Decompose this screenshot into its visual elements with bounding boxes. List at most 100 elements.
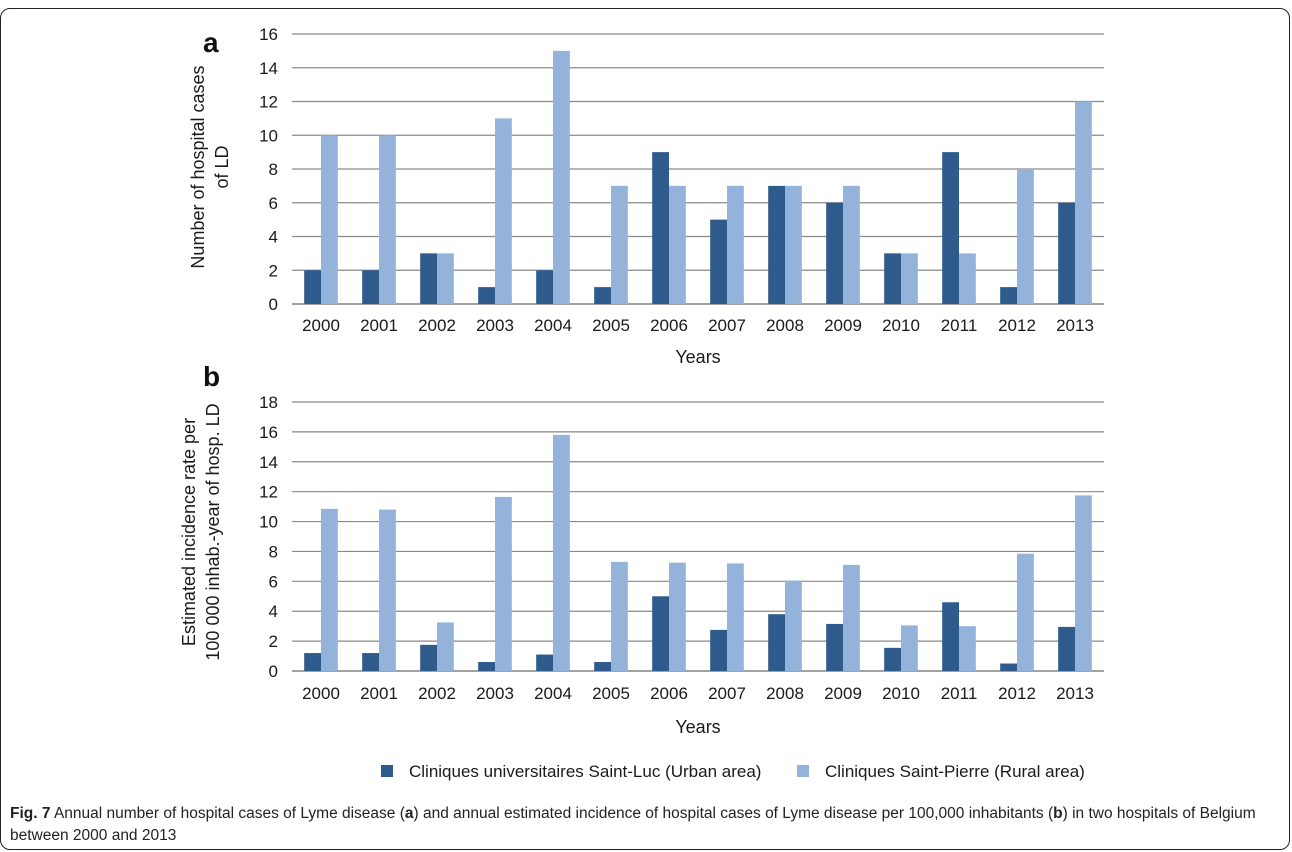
panel-a-bar-rural [321, 135, 338, 304]
panel-b-bar-rural [495, 496, 512, 671]
panel-a-bar-urban [710, 219, 727, 304]
panel-a-x-axis-title: Years [675, 347, 720, 367]
panel-a-bar-urban [420, 253, 437, 304]
panel-a-x-tick-label: 2011 [941, 316, 978, 335]
panel-b-y-axis-title-line: Estimated incidence rate per [179, 418, 199, 646]
panel-a-bar-rural [843, 185, 860, 304]
panel-a-bar-urban [942, 152, 959, 304]
panel-b-bar-rural [1017, 553, 1034, 671]
panel-a-bar-urban [594, 287, 611, 304]
panel-b-y-axis-title-line: 100 000 inhab.-year of hosp. LD [203, 403, 223, 660]
panel-b-bar-rural [321, 508, 338, 671]
panel-a-bar-urban [1058, 202, 1075, 304]
panel-b-x-tick-label: 2002 [418, 684, 456, 703]
panel-b-x-tick-label: 2003 [476, 684, 514, 703]
panel-b-x-tick-label: 2001 [360, 684, 398, 703]
panel-b-bar-rural [553, 434, 570, 671]
panel-b-x-tick-label: 2007 [708, 684, 746, 703]
legend-label-urban: Cliniques universitaires Saint-Luc (Urba… [409, 762, 761, 781]
panel-a-bar-rural [785, 185, 802, 304]
panel-b-x-tick-label: 2008 [766, 684, 804, 703]
panel-a-y-axis-title-line: of LD [212, 145, 232, 188]
panel-b-y-tick-label: 4 [269, 602, 278, 621]
panel-a-bar-urban [478, 287, 495, 304]
caption-label: Fig. 7 [10, 805, 51, 822]
panel-a-x-tick-label: 2007 [708, 316, 746, 335]
panel-b-bar-rural [901, 625, 918, 671]
panel-b-bar-urban [652, 596, 669, 671]
panel-b-bar-rural [379, 509, 396, 671]
panel-b-x-tick-label: 2000 [302, 684, 340, 703]
panel-b-bar-urban [420, 644, 437, 671]
panel-a-bar-rural [611, 185, 628, 304]
panel-a-y-tick-label: 8 [269, 160, 278, 179]
panel-a-bar-rural [495, 118, 512, 304]
panel-a-y-tick-label: 10 [259, 126, 278, 145]
panel-b-bar-urban [826, 623, 843, 671]
panel-a-y-axis-title-line: Number of hospital cases [188, 65, 208, 268]
panel-a-x-tick-label: 2006 [650, 316, 688, 335]
panel-a-label: a [203, 27, 219, 58]
legend-label-rural: Cliniques Saint-Pierre (Rural area) [825, 762, 1085, 781]
panel-b-bar-rural [843, 564, 860, 671]
panel-a-y-tick-label: 14 [259, 59, 278, 78]
panel-a-x-tick-label: 2003 [476, 316, 514, 335]
panel-b-x-tick-label: 2010 [882, 684, 920, 703]
panel-a-bar-urban [1000, 287, 1017, 304]
panel-b-x-axis-title: Years [675, 717, 720, 737]
panel-b-x-tick-label: 2013 [1056, 684, 1094, 703]
panel-b-bar-rural [727, 563, 744, 671]
panel-a-x-tick-label: 2001 [360, 316, 398, 335]
panel-b-y-tick-label: 18 [259, 393, 278, 412]
panel-a-bar-urban [826, 202, 843, 304]
panel-b-x-tick-label: 2005 [592, 684, 630, 703]
panel-b-bar-urban [710, 629, 727, 671]
panel-a-bar-rural [959, 253, 976, 304]
panel-a-x-tick-label: 2013 [1056, 316, 1094, 335]
chart-panel-b: 0 2 4 6 8 10 12 14 16 18 2000 2001 2002 2003 2004 2005 2… [179, 361, 1104, 737]
panel-b-label: b [203, 361, 220, 392]
panel-a-y-tick-label: 6 [269, 194, 278, 213]
panel-a-x-tick-label: 2004 [534, 316, 572, 335]
panel-b-bar-rural [611, 561, 628, 671]
panel-a-bar-rural [553, 50, 570, 304]
panel-a-x-tick-label: 2012 [998, 316, 1036, 335]
panel-b-bar-rural [785, 580, 802, 671]
panel-b-x-tick-label: 2011 [941, 684, 978, 703]
panel-b-y-tick-label: 0 [269, 662, 278, 681]
panel-b-x-tick-label: 2006 [650, 684, 688, 703]
panel-a-bar-rural [379, 135, 396, 304]
panel-a-y-tick-label: 2 [269, 261, 278, 280]
panel-a-y-tick-label: 16 [259, 25, 278, 44]
chart-panel-a: 0 2 4 6 8 10 12 14 16 2000 2001 2002 2003 2004 2005 200… [188, 25, 1104, 367]
panel-a-x-tick-label: 2009 [824, 316, 862, 335]
panel-b-bar-urban [1000, 663, 1017, 671]
panel-b-bar-rural [1075, 495, 1092, 671]
figure-caption: Fig. 7 Annual number of hospital cases o… [10, 803, 1280, 847]
panel-a-bar-urban [362, 270, 379, 304]
panel-b-bar-urban [536, 654, 553, 671]
panel-b-y-tick-label: 6 [269, 572, 278, 591]
panel-a-y-tick-label: 12 [259, 93, 278, 112]
legend-swatch-urban [381, 765, 393, 777]
caption-ref-a: a [404, 805, 414, 822]
panel-b-y-tick-label: 14 [259, 453, 278, 472]
panel-b-bar-urban [362, 653, 379, 671]
panel-b-bar-urban [1058, 626, 1075, 671]
legend: Cliniques universitaires Saint-Luc (Urba… [381, 762, 1085, 781]
panel-a-y-tick-label: 0 [269, 295, 278, 314]
panel-b-bar-urban [594, 662, 611, 671]
panel-b-y-tick-label: 12 [259, 483, 278, 502]
panel-b-bar-urban [942, 602, 959, 671]
panel-a-x-tick-label: 2002 [418, 316, 456, 335]
panel-b-y-tick-label: 2 [269, 632, 278, 651]
panel-a-bar-urban [536, 270, 553, 304]
panel-a-bar-rural [1075, 101, 1092, 304]
panel-a-bar-urban [884, 253, 901, 304]
panel-a-bar-urban [304, 270, 321, 304]
panel-b-bar-rural [959, 626, 976, 671]
panel-b-bar-urban [768, 614, 785, 671]
caption-text-3: ) in two hospitals of Belgium between 20… [10, 805, 1256, 844]
panel-b-bar-urban [304, 653, 321, 671]
